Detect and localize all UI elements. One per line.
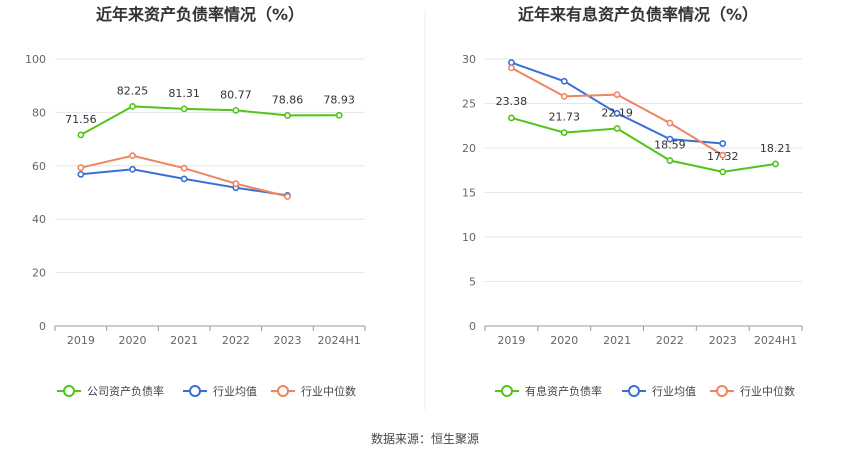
data-point bbox=[180, 175, 188, 183]
data-label: 17.32 bbox=[707, 150, 739, 163]
data-point bbox=[666, 119, 674, 127]
data-point bbox=[180, 164, 188, 172]
data-point bbox=[284, 112, 291, 119]
data-point bbox=[719, 151, 727, 159]
x-tick-label: 2020 bbox=[119, 334, 147, 347]
legend-label: 行业均值 bbox=[652, 385, 696, 398]
data-label: 18.21 bbox=[760, 142, 792, 155]
y-tick-label: 100 bbox=[25, 53, 46, 66]
data-point bbox=[129, 152, 136, 160]
chart-interest-bearing-debt-ratio: 近年来有息资产负债率情况（%） 0 5 10 15 20 25 30 2019 2020 2021 2… bbox=[462, 5, 803, 398]
data-point bbox=[129, 165, 136, 173]
legend-marker bbox=[277, 385, 289, 397]
data-point bbox=[284, 193, 291, 200]
x-tick-label: 2020 bbox=[550, 334, 578, 347]
y-tick-label: 25 bbox=[462, 98, 476, 111]
chart-debt-ratio: 近年来资产负债率情况（%） 0 20 40 60 80 100 2019 2020 2021 202… bbox=[25, 5, 366, 398]
data-point bbox=[613, 91, 621, 98]
data-label: 78.93 bbox=[323, 93, 355, 106]
data-point bbox=[232, 180, 240, 188]
data-label: 21.73 bbox=[549, 111, 581, 124]
x-tick-label: 2024H1 bbox=[754, 334, 797, 347]
data-point bbox=[232, 106, 240, 114]
legend-label: 公司资产负债率 bbox=[87, 384, 164, 398]
legend-marker bbox=[501, 385, 513, 397]
source-note: 数据来源：恒生聚源 bbox=[371, 431, 479, 446]
x-tick-label: 2024H1 bbox=[318, 334, 361, 347]
y-tick-label: 80 bbox=[32, 106, 46, 119]
data-label: 18.59 bbox=[654, 139, 686, 152]
data-label: 23.38 bbox=[496, 95, 528, 108]
y-tick-label: 30 bbox=[462, 53, 476, 66]
data-point bbox=[508, 114, 515, 122]
data-label: 71.56 bbox=[65, 113, 97, 126]
data-point bbox=[719, 140, 727, 147]
legend-marker bbox=[189, 385, 201, 397]
data-label: 78.86 bbox=[272, 93, 304, 106]
data-point bbox=[666, 157, 674, 164]
y-tick-label: 5 bbox=[469, 276, 476, 289]
data-point bbox=[560, 92, 568, 100]
series-line-industry-average bbox=[80, 168, 288, 197]
x-tick-label: 2022 bbox=[656, 334, 684, 347]
legend-marker bbox=[628, 385, 640, 397]
y-tick-label: 0 bbox=[39, 320, 46, 333]
data-point bbox=[560, 129, 568, 137]
chart-title: 近年来资产负债率情况（%） bbox=[96, 5, 304, 24]
data-label: 81.31 bbox=[168, 87, 200, 100]
y-tick-label: 0 bbox=[469, 320, 476, 333]
legend-label: 行业中位数 bbox=[301, 384, 356, 398]
data-point bbox=[180, 105, 188, 113]
legend-label: 有息资产负债率 bbox=[525, 384, 602, 398]
data-point bbox=[772, 160, 779, 168]
x-tick-label: 2023 bbox=[274, 334, 302, 347]
legend-label: 行业中位数 bbox=[740, 384, 795, 398]
legend-marker bbox=[63, 385, 75, 397]
data-point bbox=[77, 164, 85, 172]
y-tick-label: 60 bbox=[32, 160, 46, 173]
data-point bbox=[560, 77, 568, 85]
x-tick-label: 2021 bbox=[603, 334, 631, 347]
x-tick-label: 2019 bbox=[67, 334, 95, 347]
data-point bbox=[666, 135, 674, 143]
x-tick-label: 2022 bbox=[222, 334, 250, 347]
data-point bbox=[508, 64, 515, 72]
data-label: 82.25 bbox=[117, 84, 149, 97]
legend-label: 行业均值 bbox=[213, 385, 257, 398]
series-line-main bbox=[511, 116, 776, 173]
data-point bbox=[719, 168, 727, 176]
series-line-main bbox=[80, 105, 340, 136]
x-tick-label: 2023 bbox=[709, 334, 737, 347]
y-tick-label: 10 bbox=[462, 231, 476, 244]
data-label: 22.19 bbox=[601, 107, 633, 120]
y-tick-label: 20 bbox=[462, 142, 476, 155]
x-tick-label: 2021 bbox=[170, 334, 198, 347]
legend-marker bbox=[716, 385, 728, 397]
data-point bbox=[613, 109, 621, 117]
data-point bbox=[335, 111, 343, 119]
data-point bbox=[613, 125, 621, 132]
data-point bbox=[77, 170, 85, 178]
y-tick-label: 20 bbox=[32, 267, 46, 280]
y-tick-label: 15 bbox=[462, 187, 476, 200]
y-tick-label: 40 bbox=[32, 213, 46, 226]
data-point bbox=[77, 131, 85, 139]
data-point bbox=[129, 102, 136, 110]
data-point bbox=[508, 59, 515, 66]
data-label: 80.77 bbox=[220, 88, 252, 101]
x-tick-label: 2019 bbox=[497, 334, 525, 347]
chart-title: 近年来有息资产负债率情况（%） bbox=[518, 5, 758, 24]
